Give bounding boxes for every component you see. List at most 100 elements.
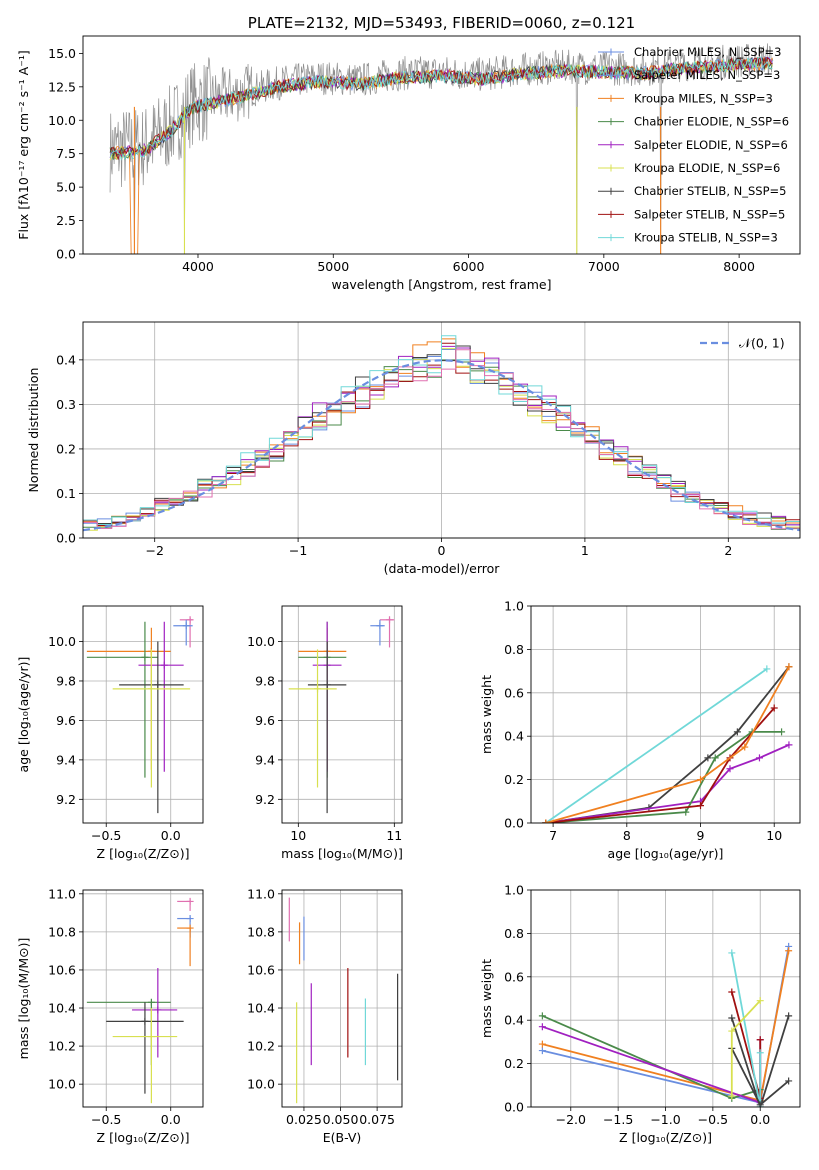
y-tick-label: 9.4 bbox=[255, 752, 275, 767]
ticks: −0.5 0.0 10.0 10.2 10.4 10.6 10.8 11.0 Z [log₁₀(… bbox=[16, 886, 189, 1145]
data-marker bbox=[763, 665, 771, 673]
y-tick-label: 12.5 bbox=[48, 79, 76, 94]
data-marker bbox=[728, 949, 736, 957]
x-axis-label: wavelength [Angstrom, rest frame] bbox=[331, 277, 551, 292]
y-tick-label: 11.0 bbox=[48, 886, 76, 901]
ticks: 7 8 9 10 0.0 0.2 0.4 0.6 0.8 1.0 age [log₁₀(age/yr… bbox=[479, 599, 782, 862]
data-marker bbox=[726, 765, 734, 773]
y-axis-label: mass weight bbox=[479, 959, 494, 1038]
y-tick-label: 9.2 bbox=[255, 792, 275, 807]
legend: Chabrier MILES, N_SSP=3 Salpeter MILES, N… bbox=[598, 45, 789, 245]
axes-frame bbox=[82, 35, 801, 255]
y-tick-label: 2.5 bbox=[56, 213, 76, 228]
data-marker bbox=[711, 754, 719, 762]
data-marker bbox=[785, 947, 793, 955]
y-tick-label: 10.6 bbox=[247, 962, 275, 977]
x-axis-label: mass [log₁₀(M/M⊙)] bbox=[281, 846, 403, 861]
data-marker bbox=[755, 754, 763, 762]
mass-vs-ebv-plot: 0.025 0.050 0.075 10.0 10.2 10.4 10.6 10.8 11.0 E… bbox=[247, 886, 403, 1145]
y-tick-label: 7.5 bbox=[56, 146, 76, 161]
plot-area bbox=[542, 663, 793, 823]
y-tick-label: 0.0 bbox=[56, 247, 76, 262]
y-tick-label: 0.0 bbox=[56, 531, 76, 546]
data-marker bbox=[538, 1047, 546, 1055]
spectrum-plot: PLATE=2132, MJD=53493, FIBERID=0060, z=0… bbox=[16, 14, 801, 292]
y-tick-label: 9.8 bbox=[56, 673, 76, 688]
data-marker bbox=[314, 685, 322, 693]
x-tick-label: 10 bbox=[290, 828, 306, 843]
x-tick-label: −2 bbox=[145, 543, 163, 558]
y-tick-label: 0.8 bbox=[504, 926, 524, 941]
y-tick-label: 0.1 bbox=[56, 486, 76, 501]
legend-label: Kroupa STELIB, N_SSP=3 bbox=[634, 231, 778, 245]
mass-weight-line bbox=[545, 666, 790, 823]
mass-weight-line bbox=[545, 744, 790, 823]
mass-weight-line bbox=[542, 1015, 761, 1100]
x-tick-label: 0.075 bbox=[359, 1112, 395, 1127]
grid bbox=[83, 606, 203, 823]
axes-frame bbox=[530, 605, 801, 824]
model-spectrum-line bbox=[109, 55, 773, 160]
x-axis-label: age [log₁₀(age/yr)] bbox=[608, 846, 724, 861]
y-tick-label: 0.2 bbox=[56, 441, 76, 456]
axes-frame bbox=[82, 605, 204, 824]
y-tick-label: 10.0 bbox=[48, 634, 76, 649]
y-tick-label: 9.2 bbox=[56, 792, 76, 807]
data-marker bbox=[154, 681, 162, 689]
x-tick-label: 0.050 bbox=[323, 1112, 359, 1127]
y-tick-label: 0.6 bbox=[504, 969, 524, 984]
legend-label: Salpeter STELIB, N_SSP=5 bbox=[634, 207, 785, 221]
data-marker bbox=[147, 998, 155, 1006]
weight-vs-age-plot: 7 8 9 10 0.0 0.2 0.4 0.6 0.8 1.0 age [log₁₀(age/yr… bbox=[479, 599, 801, 862]
y-tick-label: 10.4 bbox=[247, 1001, 275, 1016]
age-vs-metallicity-plot: −0.5 0.0 9.2 9.4 9.6 9.8 10.0 Z [log₁₀(Z/Z⊙)] ag… bbox=[16, 605, 204, 861]
weight-vs-metallicity-plot: −2.0 −1.5 −1.0 −0.5 0.0 0.0 0.2 0.4 0.6 0.8 1.0 Z [… bbox=[479, 883, 801, 1146]
data-marker bbox=[538, 1040, 546, 1048]
y-tick-label: 0.4 bbox=[56, 352, 76, 367]
x-tick-label: 7000 bbox=[588, 259, 620, 274]
ticks: −2.0 −1.5 −1.0 −0.5 0.0 0.0 0.2 0.4 0.6 0.8 1.0 Z [… bbox=[479, 883, 770, 1146]
legend-label: Chabrier STELIB, N_SSP=5 bbox=[634, 184, 786, 198]
x-tick-label: 9 bbox=[697, 828, 705, 843]
ticks: −2 −1 0 1 2 0.0 0.1 0.2 0.3 0.4 (data-model)/error… bbox=[26, 352, 732, 576]
data-marker bbox=[141, 653, 149, 661]
x-tick-label: −1 bbox=[289, 543, 307, 558]
y-tick-label: 0.6 bbox=[504, 685, 524, 700]
grid bbox=[531, 605, 800, 824]
y-tick-label: 10.2 bbox=[48, 1039, 76, 1054]
data-marker bbox=[682, 808, 690, 816]
model-spectrum-line bbox=[109, 56, 773, 161]
legend: 𝒩(0, 1) bbox=[700, 336, 785, 351]
x-tick-label: 8000 bbox=[723, 259, 755, 274]
y-tick-label: 9.4 bbox=[56, 752, 76, 767]
data-marker bbox=[186, 915, 194, 923]
grid bbox=[83, 890, 203, 1107]
ticks: 4000 5000 6000 7000 8000 0.0 2.5 5.0 7.5 10.0 12.5… bbox=[16, 46, 755, 292]
x-tick-label: 7 bbox=[549, 828, 557, 843]
grid bbox=[282, 890, 402, 1107]
x-tick-label: 11 bbox=[386, 828, 402, 843]
x-tick-label: 0 bbox=[438, 543, 446, 558]
data-marker bbox=[697, 802, 705, 810]
ticks: 0.025 0.050 0.075 10.0 10.2 10.4 10.6 10.8 11.0 E… bbox=[247, 886, 395, 1145]
y-tick-label: 10.0 bbox=[48, 1077, 76, 1092]
x-tick-label: 6000 bbox=[453, 259, 485, 274]
data-marker bbox=[785, 741, 793, 749]
x-tick-label: −0.5 bbox=[91, 1112, 121, 1127]
y-axis-label: Normed distribution bbox=[26, 368, 41, 493]
axes-frame bbox=[82, 889, 204, 1108]
x-tick-label: 5000 bbox=[317, 259, 349, 274]
x-tick-label: 0.0 bbox=[750, 1112, 770, 1127]
x-tick-label: −1.5 bbox=[603, 1112, 633, 1127]
y-tick-label: 10.6 bbox=[48, 962, 76, 977]
data-marker bbox=[323, 681, 331, 689]
y-tick-label: 10.8 bbox=[48, 924, 76, 939]
mass-weight-line bbox=[542, 1025, 762, 1104]
data-marker bbox=[704, 754, 712, 762]
y-tick-label: 9.8 bbox=[255, 673, 275, 688]
x-tick-label: 0.025 bbox=[286, 1112, 322, 1127]
data-marker bbox=[756, 1101, 764, 1107]
grid bbox=[282, 606, 402, 823]
y-tick-label: 10.8 bbox=[247, 924, 275, 939]
data-marker bbox=[756, 997, 764, 1005]
